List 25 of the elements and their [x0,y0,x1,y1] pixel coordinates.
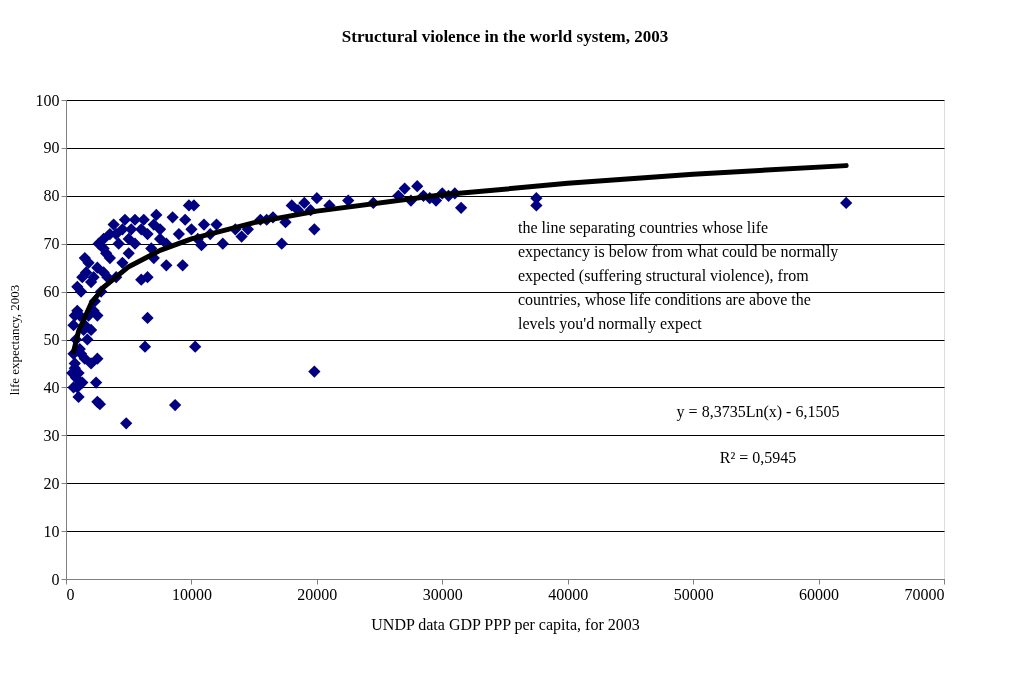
chart-title: Structural violence in the world system, 2003 [341,27,669,46]
x-tick-label: 10000 [171,585,212,603]
x-tick-label: 40000 [548,585,589,603]
y-axis-title: life expectancy, 2003 [6,284,22,396]
y-tick-label: 40 [43,378,60,396]
y-tick-label: 70 [43,235,60,253]
y-tick-label: 0 [51,570,60,588]
y-tick-label: 100 [35,91,60,109]
annotation: y = 8,3735Ln(x) - 6,1505 [676,403,840,421]
x-tick-label: 0 [66,585,75,603]
y-tick-label: 10 [43,522,60,540]
y-tick-label: 20 [43,474,60,492]
x-tick-label: 30000 [422,585,463,603]
y-tick-label: 60 [43,283,60,301]
x-tick-label: 20000 [297,585,338,603]
y-tick-label: 80 [43,187,60,205]
x-axis-title: UNDP data GDP PPP per capita, for 2003 [371,615,640,634]
annotation: the line separating countries whose life expectancy is below from what could be normally expected (suffering structural violence), from countries, whose life conditions are above the levels you'd normally expect [518,219,839,333]
x-tick-label: 70000 [904,585,945,603]
y-tick-label: 30 [43,426,60,444]
y-tick-label: 90 [43,139,60,157]
x-tick-label: 60000 [799,585,840,603]
annotation: R² = 0,5945 [719,449,797,466]
y-tick-label: 50 [43,331,60,348]
x-tick-label: 50000 [673,585,714,603]
